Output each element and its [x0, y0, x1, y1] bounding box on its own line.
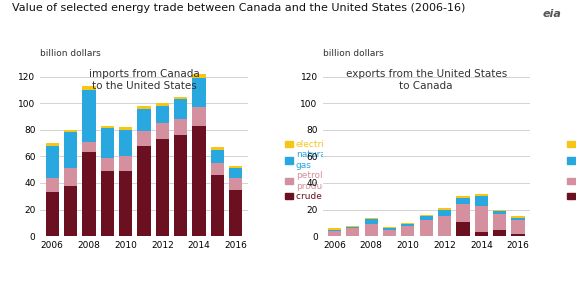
Bar: [475, 196, 488, 206]
Bar: [138, 131, 150, 146]
Bar: [211, 150, 224, 163]
Bar: [156, 106, 169, 123]
Bar: [365, 224, 378, 236]
Bar: [511, 216, 525, 217]
Bar: [82, 142, 96, 152]
Bar: [475, 194, 488, 196]
Bar: [46, 146, 59, 178]
Bar: [101, 158, 114, 171]
Bar: [328, 230, 341, 231]
Bar: [192, 78, 206, 107]
Bar: [192, 74, 206, 78]
Bar: [475, 232, 488, 236]
Bar: [229, 168, 242, 178]
Bar: [475, 206, 488, 232]
Legend: electricity, natural
gas, petroleum
products, crude oil: electricity, natural gas, petroleum prod…: [285, 140, 343, 201]
Bar: [229, 190, 242, 236]
Bar: [64, 186, 77, 236]
Bar: [192, 126, 206, 236]
Bar: [174, 96, 187, 99]
Bar: [346, 227, 359, 228]
Bar: [138, 146, 150, 236]
Bar: [82, 90, 96, 142]
Text: Value of selected energy trade between Canada and the United States (2006-16): Value of selected energy trade between C…: [12, 3, 465, 13]
Bar: [420, 220, 433, 236]
Bar: [101, 128, 114, 158]
Legend: electricity, natural
gas, petroleum
products, crude oil: electricity, natural gas, petroleum prod…: [567, 140, 576, 201]
Bar: [383, 227, 396, 228]
Bar: [138, 109, 150, 131]
Text: imports from Canada
to the United States: imports from Canada to the United States: [89, 69, 199, 91]
Bar: [493, 214, 506, 230]
Bar: [401, 224, 415, 226]
Bar: [82, 86, 96, 90]
Bar: [156, 139, 169, 236]
Bar: [174, 135, 187, 236]
Bar: [493, 230, 506, 236]
Bar: [401, 223, 415, 224]
Bar: [383, 228, 396, 230]
Bar: [511, 217, 525, 220]
Bar: [328, 231, 341, 236]
Bar: [511, 234, 525, 236]
Bar: [438, 216, 451, 236]
Bar: [174, 119, 187, 135]
Text: eia: eia: [543, 9, 562, 19]
Bar: [101, 126, 114, 128]
Bar: [493, 210, 506, 211]
Bar: [46, 192, 59, 236]
Bar: [174, 99, 187, 119]
Bar: [101, 171, 114, 236]
Bar: [119, 171, 132, 236]
Bar: [138, 106, 150, 109]
Bar: [64, 130, 77, 132]
Bar: [346, 226, 359, 227]
Bar: [64, 168, 77, 186]
Bar: [211, 175, 224, 236]
Bar: [229, 178, 242, 190]
Bar: [456, 198, 469, 204]
Bar: [493, 211, 506, 214]
Bar: [420, 216, 433, 220]
Bar: [211, 163, 224, 175]
Bar: [119, 127, 132, 130]
Bar: [365, 217, 378, 219]
Bar: [401, 226, 415, 236]
Bar: [192, 107, 206, 126]
Bar: [211, 147, 224, 150]
Text: billion dollars: billion dollars: [323, 49, 383, 58]
Bar: [346, 228, 359, 236]
Bar: [82, 152, 96, 236]
Bar: [511, 220, 525, 234]
Text: exports from the United States
to Canada: exports from the United States to Canada: [346, 69, 507, 91]
Bar: [383, 230, 396, 236]
Bar: [365, 219, 378, 224]
Bar: [119, 156, 132, 171]
Bar: [46, 178, 59, 192]
Bar: [438, 208, 451, 210]
Bar: [456, 196, 469, 198]
Text: billion dollars: billion dollars: [40, 49, 101, 58]
Bar: [156, 103, 169, 106]
Bar: [456, 204, 469, 221]
Bar: [156, 123, 169, 139]
Bar: [328, 228, 341, 230]
Bar: [420, 215, 433, 216]
Bar: [64, 132, 77, 168]
Bar: [456, 221, 469, 236]
Bar: [119, 130, 132, 156]
Bar: [438, 210, 451, 216]
Bar: [46, 143, 59, 146]
Bar: [229, 166, 242, 168]
